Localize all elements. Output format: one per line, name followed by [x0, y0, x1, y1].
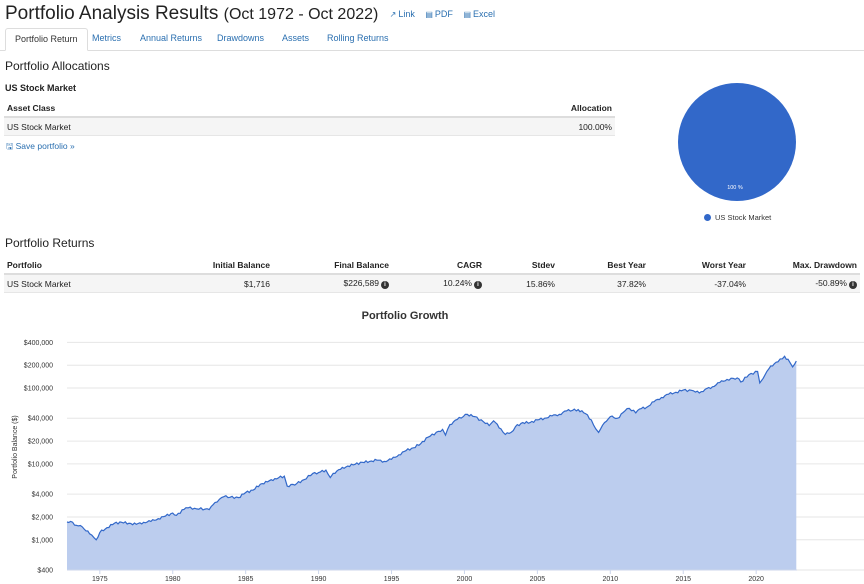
info-icon[interactable]: i [849, 281, 857, 289]
pdf-icon: ▤ [425, 10, 433, 19]
y-tick-label: $10,000 [28, 461, 53, 468]
page-title: Portfolio Analysis Results (Oct 1972 - O… [5, 3, 503, 25]
allocations-heading: Portfolio Allocations [5, 59, 110, 73]
series-area [67, 356, 797, 570]
y-tick-label: $40,000 [28, 416, 53, 423]
worst-year-cell: -37.04% [649, 274, 749, 293]
series-us-stock-market[interactable] [66, 355, 797, 570]
export-excel[interactable]: ▤ Excel [463, 9, 496, 19]
save-icon: 🖫 [6, 141, 14, 151]
y-tick-label: $400,000 [24, 340, 53, 347]
max-drawdown-cell: -50.89% i [749, 274, 860, 293]
export-pdf[interactable]: ▤ PDF [425, 9, 453, 19]
tab-drawdowns[interactable]: Drawdowns [217, 33, 265, 43]
date-range: (Oct 1972 - Oct 2022) [223, 6, 379, 23]
title-text: Portfolio Analysis Results [5, 3, 219, 24]
portfolio-name: US Stock Market [5, 83, 77, 93]
x-tick-label: 1980 [165, 576, 181, 583]
column-header: Allocation [368, 99, 615, 118]
table-row: US Stock Market 100.00% [4, 117, 615, 136]
column-header: Best Year [558, 256, 649, 275]
asset-cell: US Stock Market [4, 117, 369, 136]
column-header: Max. Drawdown [749, 256, 860, 275]
x-tick-label: 2000 [457, 576, 473, 583]
y-tick-label: $400 [37, 568, 53, 575]
y-tick-label: $200,000 [24, 363, 53, 370]
returns-heading: Portfolio Returns [5, 236, 95, 250]
y-tick-label: $2,000 [32, 514, 54, 521]
returns-table: Portfolio Initial Balance Final Balance … [4, 256, 860, 293]
pie-legend[interactable]: US Stock Market [704, 213, 771, 222]
excel-icon: ▤ [463, 10, 471, 19]
column-header: CAGR [392, 256, 485, 275]
pie-slice-label: 100 % [727, 185, 743, 191]
table-row: US Stock Market $1,716 $226,589 i 10.24% i… [4, 274, 860, 293]
portfolio-cell: US Stock Market [4, 274, 130, 293]
y-axis-label: Portfolio Balance ($) [12, 415, 19, 478]
link-icon: ↗ [389, 10, 397, 19]
column-header: Worst Year [649, 256, 749, 275]
tab-annual-returns[interactable]: Annual Returns [140, 33, 203, 43]
initial-balance-cell: $1,716 [130, 274, 273, 293]
cagr-cell: 10.24% i [392, 274, 485, 293]
export-link[interactable]: ↗ Link [389, 9, 415, 19]
portfolio-growth-chart: Portfolio Growth Portfolio Balance ($) $… [12, 310, 864, 583]
column-header: Initial Balance [130, 256, 273, 275]
table-header-row: Portfolio Initial Balance Final Balance … [4, 256, 860, 275]
x-tick-label: 2015 [675, 576, 691, 583]
x-tick-label: 2005 [530, 576, 546, 583]
x-tick-label: 2010 [603, 576, 619, 583]
column-header: Portfolio [4, 256, 130, 275]
x-tick-label: 1985 [238, 576, 254, 583]
best-year-cell: 37.82% [558, 274, 649, 293]
series-line[interactable] [66, 355, 797, 541]
tab-bar: Portfolio Return Metrics Annual Returns … [0, 28, 864, 51]
x-tick-label: 1990 [311, 576, 327, 583]
export-links: ↗ Link ▤ PDF ▤ Excel [390, 9, 503, 19]
pie-slice-us-stock-market[interactable] [678, 83, 796, 201]
final-balance-cell: $226,589 i [273, 274, 392, 293]
info-icon[interactable]: i [381, 281, 389, 289]
tab-assets[interactable]: Assets [282, 33, 310, 43]
y-tick-label: $1,000 [32, 537, 54, 544]
column-header: Final Balance [273, 256, 392, 275]
x-axis: 1975 1980 1985 1990 1995 2000 2005 2010 2015 2020 [67, 569, 797, 583]
tab-portfolio-return[interactable]: Portfolio Return [5, 28, 88, 51]
y-axis: $400 $1,000 $2,000 $4,000 $10,000 $20,000 $40,… [24, 340, 53, 575]
column-header: Stdev [485, 256, 558, 275]
table-header-row: Asset Class Allocation [4, 99, 615, 118]
x-tick-label: 2020 [748, 576, 764, 583]
save-portfolio-link[interactable]: 🖫 Save portfolio » [6, 141, 75, 151]
x-tick-label: 1975 [92, 576, 108, 583]
chart-title: Portfolio Growth [362, 310, 449, 322]
x-tick-label: 1995 [384, 576, 400, 583]
stdev-cell: 15.86% [485, 274, 558, 293]
legend-dot-icon [704, 214, 711, 221]
tab-rolling-returns[interactable]: Rolling Returns [327, 33, 389, 43]
allocation-table: Asset Class Allocation US Stock Market 1… [4, 99, 615, 136]
allocation-cell: 100.00% [368, 117, 615, 136]
y-tick-label: $20,000 [28, 439, 53, 446]
y-tick-label: $100,000 [24, 386, 53, 393]
tab-metrics[interactable]: Metrics [92, 33, 121, 43]
allocation-pie-chart: 100 % [678, 83, 796, 201]
column-header: Asset Class [4, 99, 369, 118]
info-icon[interactable]: i [474, 281, 482, 289]
y-tick-label: $4,000 [32, 492, 54, 499]
